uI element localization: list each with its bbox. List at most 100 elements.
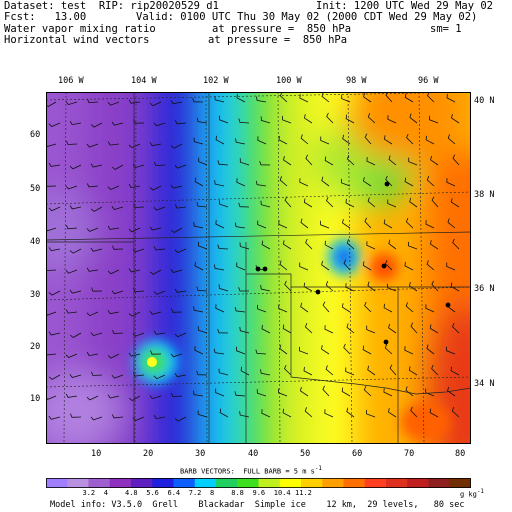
wind-barb [170, 227, 183, 233]
wind-barb [46, 311, 57, 316]
wind-barb [107, 101, 120, 106]
wind-barb [404, 346, 414, 355]
wind-barb [215, 135, 225, 145]
model-info-footer: Model info: V3.5.0 Grell Blackadar Simpl… [50, 500, 465, 510]
wind-barb [387, 283, 397, 292]
wind-barb [86, 98, 99, 104]
wind-barb [48, 331, 61, 336]
lat-lon-lines [46, 92, 471, 444]
wind-barb [261, 240, 271, 250]
wind-barb [90, 163, 103, 168]
wind-barb [304, 114, 313, 124]
color-scale-segment [88, 478, 111, 488]
grid-x-label-70: 70 [404, 449, 415, 459]
color-scale-segment [407, 478, 429, 488]
wind-barb [257, 304, 267, 313]
wind-barb [46, 395, 57, 400]
wind-barb [341, 303, 351, 313]
wind-barb [112, 245, 124, 250]
wind-barb [345, 198, 355, 208]
wind-barb [429, 324, 439, 334]
wind-barb [342, 219, 351, 229]
wind-barb [69, 248, 82, 254]
wind-barb [234, 306, 246, 313]
wind-barb [367, 281, 376, 292]
wind-barb [153, 414, 166, 420]
wind-barb [149, 395, 162, 400]
wind-barb [364, 217, 372, 229]
wind-barb [69, 332, 82, 338]
color-scale-segment [258, 478, 281, 488]
wind-barb [197, 326, 208, 334]
color-scale-label: 5.6 [146, 489, 159, 497]
color-scale-label: 11.2 [295, 489, 312, 497]
wind-barb [366, 157, 376, 166]
wind-barb [111, 164, 124, 170]
wind-barb [261, 409, 271, 418]
wind-barb [70, 413, 82, 418]
wind-barb [86, 143, 99, 148]
wind-barb [149, 142, 162, 147]
wind-barb [409, 282, 418, 292]
wind-barb [214, 95, 225, 103]
wind-barb [322, 301, 330, 313]
wind-barb [174, 288, 187, 293]
wind-barb [324, 156, 334, 166]
longitude-label-100w: 100 W [276, 76, 302, 86]
grid-y-label-10: 10 [30, 394, 41, 404]
valid-time-label: Valid: 0100 UTC Thu 30 May 02 (2000 CDT … [136, 11, 478, 23]
wind-barb [218, 200, 229, 208]
wind-barb [405, 386, 414, 397]
wind-barb [153, 330, 166, 335]
wind-barb [91, 287, 103, 292]
wind-barb [128, 143, 141, 149]
wind-barb [111, 329, 124, 335]
color-scale-segment [322, 478, 344, 488]
grid-y-label-30: 30 [30, 290, 41, 300]
wind-barb [408, 366, 418, 376]
wind-barb [238, 118, 250, 124]
wind-barb [150, 350, 162, 355]
wind-barb [425, 304, 435, 313]
wind-barb [196, 370, 208, 376]
wind-barb [174, 416, 187, 422]
wind-barb [170, 184, 183, 189]
wind-barb [69, 205, 82, 210]
wind-barb [219, 408, 229, 418]
wind-barb [65, 101, 78, 106]
wind-barb [451, 114, 460, 124]
wind-barb [193, 221, 204, 229]
wind-barb [363, 92, 372, 103]
wind-barb [90, 416, 103, 421]
wind-barb [90, 247, 103, 252]
wind-barb [384, 344, 393, 355]
wind-barb [236, 178, 246, 187]
latitude-label-38n: 38 N [474, 190, 495, 200]
wind-barb [214, 264, 225, 271]
wind-barb [86, 227, 99, 232]
wind-barb [107, 141, 120, 146]
wind-barb [111, 206, 124, 210]
wind-barb [431, 196, 439, 208]
wind-barb [385, 175, 393, 187]
wind-barb [282, 240, 292, 250]
wind-barb [198, 157, 208, 166]
wind-barb [346, 154, 355, 166]
wind-barb [326, 112, 334, 124]
color-scale-label: 8 [210, 489, 215, 497]
color-scale-segment [364, 478, 387, 488]
wind-barb [107, 269, 120, 275]
wind-barb [409, 197, 418, 208]
wind-barb [430, 240, 439, 250]
wind-barb [324, 325, 334, 334]
wind-barb [260, 116, 271, 124]
wind-barb [450, 198, 460, 208]
wind-barb [174, 373, 187, 378]
wind-barb [128, 352, 141, 357]
latitude-label-36n: 36 N [474, 284, 495, 294]
wind-barb [385, 259, 393, 271]
latitude-label-40n: 40 N [474, 96, 495, 106]
wind-barb [282, 115, 292, 124]
wind-barb [405, 217, 414, 229]
wind-barb [430, 155, 439, 166]
